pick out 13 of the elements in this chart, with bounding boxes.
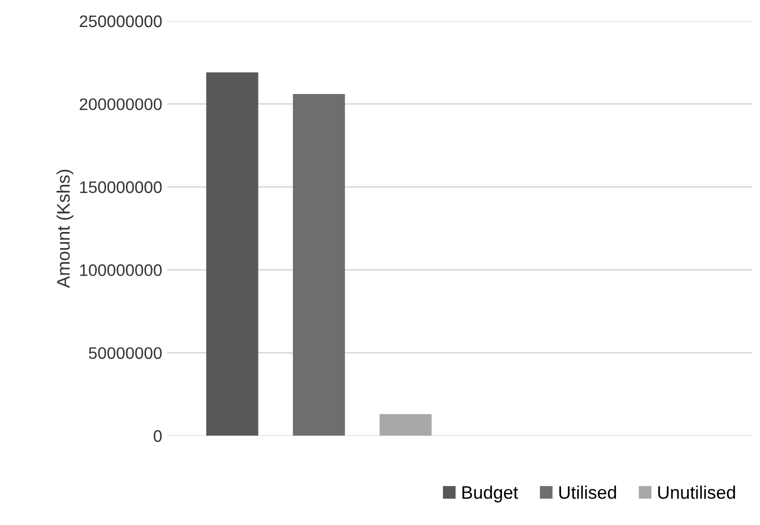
- bar: [380, 414, 432, 436]
- y-tick-label: 0: [154, 430, 162, 442]
- bar: [206, 72, 258, 436]
- y-tick-label: 150000000: [80, 181, 162, 194]
- bar: [292, 94, 345, 436]
- legend-label: Utilised: [559, 486, 616, 499]
- y-tick-label: 100000000: [80, 264, 162, 276]
- y-axis-title: Amount (Kshs): [56, 170, 74, 288]
- y-tick-label: 250000000: [80, 15, 162, 28]
- y-tick-label: 200000000: [80, 98, 162, 110]
- legend-label: Budget: [462, 486, 518, 502]
- legend-label: Unutilised: [658, 486, 735, 499]
- y-tick-label: 50000000: [88, 347, 162, 360]
